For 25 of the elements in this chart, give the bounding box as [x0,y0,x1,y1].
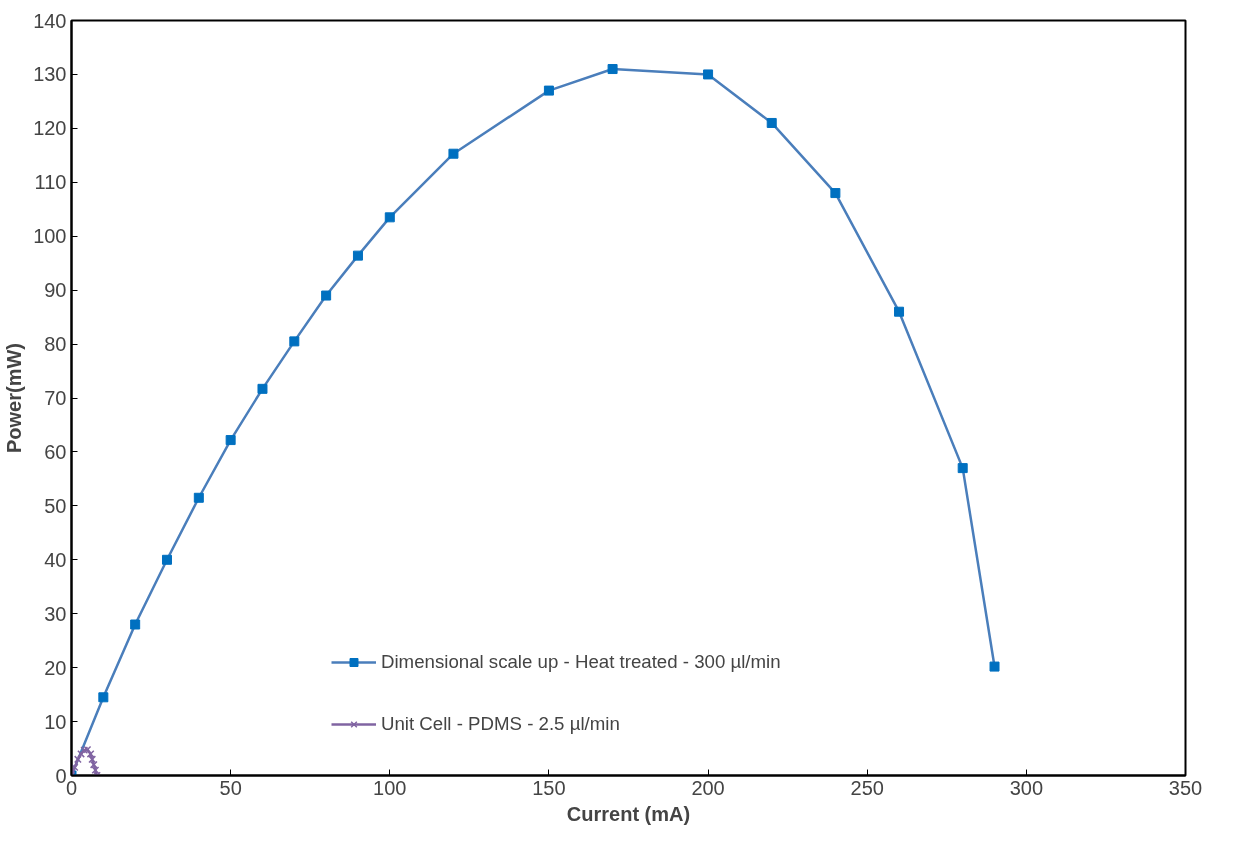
y-tick-label: 70 [44,387,67,409]
x-tick-label: 50 [219,776,242,799]
y-tick-label: 130 [33,63,67,86]
y-tick-label: 20 [44,656,67,679]
y-tick-label: 110 [34,171,67,194]
x-tick-label: 200 [691,776,725,799]
legend-label: Dimensional scale up - Heat treated - 300 µl/min [381,651,781,673]
x-tick-label: 250 [850,776,884,799]
x-axis-title: Current (mA) [566,802,691,825]
y-tick-label: 100 [33,225,67,248]
y-tick-label: 140 [33,9,67,32]
x-tick-label: 350 [1168,776,1203,799]
legend-label: Unit Cell - PDMS - 2.5 µl/min [381,713,620,735]
y-tick-label: 60 [44,440,67,463]
y-tick-label: 10 [44,710,67,733]
x-tick-label: 150 [532,776,566,799]
y-tick-label: 30 [44,602,67,625]
y-tick-label: 120 [33,117,67,140]
y-tick-label: 40 [44,548,67,571]
y-axis-title: Power(mW) [3,343,26,453]
x-tick-label: 300 [1009,776,1044,799]
y-tick-label: 50 [44,494,67,517]
y-tick-label: 80 [44,333,67,356]
x-tick-label: 100 [373,776,407,799]
y-tick-label: 90 [44,279,67,302]
